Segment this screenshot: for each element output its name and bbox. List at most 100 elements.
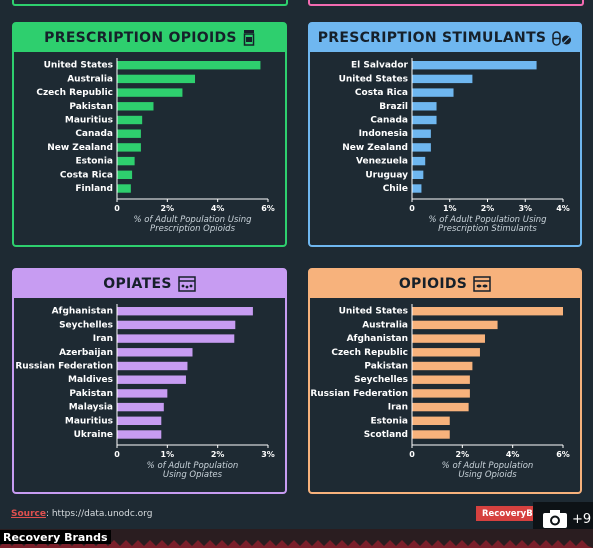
source-line: Source: https://data.unodc.org: [11, 509, 152, 519]
zigzag-path: [0, 540, 593, 548]
x-axis-title-line2: Using Opioids: [458, 470, 517, 480]
x-axis-title-line1: % of Adult Population Using: [133, 215, 252, 225]
chart-opioids: United States Australia Afghanistan Czech R…: [310, 304, 570, 480]
x-tick-label: 2%: [211, 450, 225, 459]
bar: [117, 416, 162, 425]
bar: [117, 143, 141, 152]
bar-label: Australia: [362, 320, 408, 330]
bar: [117, 129, 141, 138]
prev-section-border-left: [12, 0, 288, 6]
panel-prescription-opioids: PRESCRIPTION OPIOIDS United States Austra…: [12, 22, 287, 247]
bar: [412, 184, 422, 193]
x-tick-label: 4%: [506, 450, 520, 459]
bar-label: Pakistan: [69, 389, 113, 399]
bar: [117, 115, 143, 125]
photo-count[interactable]: +9: [572, 511, 592, 527]
bar: [412, 402, 469, 412]
bar: [412, 129, 431, 138]
x-tick-label: 3%: [261, 450, 275, 459]
bar: [412, 307, 563, 316]
x-tick-label: 0: [409, 450, 415, 459]
panel-title: PRESCRIPTION OPIOIDS: [44, 30, 237, 46]
bar: [117, 430, 162, 439]
x-axis-title-line2: Prescription Opioids: [150, 224, 236, 234]
chart-opiates: Afghanistan Seychelles Iran Azerbaijan Russi…: [15, 304, 275, 480]
bar-label: Estonia: [370, 416, 408, 426]
bar-label: Iran: [388, 403, 408, 413]
x-tick-label: 0: [114, 204, 120, 213]
pill-bottle-icon: [243, 30, 255, 46]
camera-icon[interactable]: [542, 509, 568, 529]
opium-box-icon: [177, 276, 196, 292]
bar: [412, 361, 473, 371]
bar-label: Mauritius: [65, 116, 113, 126]
bar-label: Chile: [383, 184, 408, 194]
x-tick-label: 4%: [556, 204, 570, 213]
x-tick-label: 2%: [456, 450, 470, 459]
panel-prescription-stimulants: PRESCRIPTION STIMULANTS El Salvador Unite…: [308, 22, 582, 247]
bar-label: Iran: [93, 334, 113, 344]
x-tick-label: 4%: [211, 204, 225, 213]
bar-label: Australia: [67, 74, 113, 84]
bar: [412, 61, 537, 70]
bar-label: Brazil: [379, 102, 408, 112]
bar: [117, 102, 154, 111]
x-tick-label: 2%: [161, 204, 175, 213]
x-tick-label: 6%: [556, 450, 570, 459]
panel-header: PRESCRIPTION STIMULANTS: [310, 24, 580, 52]
panel-opiates: OPIATES Afghanistan Seychelles Iran Azerbai…: [12, 268, 287, 494]
chart-prescription-stimulants: El Salvador United States Costa Rica Brazil…: [339, 58, 570, 234]
source-url[interactable]: : https://data.unodc.org: [45, 509, 153, 519]
bar-label: Canada: [370, 116, 408, 126]
bar-label: Uruguay: [365, 170, 408, 180]
x-tick-label: 0: [409, 204, 415, 213]
bar-label: Russian Federation: [15, 362, 113, 372]
bar: [412, 348, 480, 357]
x-tick-label: 0: [114, 450, 120, 459]
bar: [117, 170, 133, 179]
prev-section-border-right: [308, 0, 584, 6]
bar-label: Ukraine: [74, 430, 113, 440]
bar: [412, 102, 437, 111]
x-tick-label: 6%: [261, 204, 275, 213]
bar-label: Finland: [75, 184, 113, 194]
bar: [412, 74, 473, 84]
panel-header: OPIOIDS: [310, 270, 580, 298]
bar-label: Canada: [75, 129, 113, 139]
source-label[interactable]: Source: [11, 509, 46, 519]
bar: [412, 334, 485, 343]
bar-label: Afghanistan: [347, 334, 408, 344]
bar: [117, 184, 131, 193]
bar: [117, 74, 196, 84]
bar: [117, 156, 135, 166]
bar-label: Czech Republic: [36, 88, 113, 98]
bar: [117, 307, 253, 316]
bar: [117, 361, 188, 371]
bar-label: Seychelles: [354, 375, 408, 385]
chart-prescription-opioids: United States Australia Czech Republic Paki…: [36, 58, 275, 234]
bar-label: United States: [339, 74, 408, 84]
x-axis-title-line2: Using Opiates: [163, 470, 223, 480]
panel-header: PRESCRIPTION OPIOIDS: [14, 24, 285, 52]
bar-label: Costa Rica: [355, 88, 408, 98]
bar: [412, 320, 498, 330]
bar-label: Estonia: [75, 157, 113, 167]
bar-label: Maldives: [68, 375, 113, 385]
panel-opioids: OPIOIDS United States Australia Afghanista…: [308, 268, 582, 494]
bar: [412, 143, 431, 152]
bar-label: Scotland: [364, 430, 408, 440]
bar-label: Seychelles: [59, 320, 113, 330]
bar: [412, 115, 437, 125]
bar: [117, 61, 261, 70]
bar: [117, 348, 193, 357]
x-axis-title-line1: % of Adult Population: [442, 461, 534, 471]
bar-label: New Zealand: [47, 143, 113, 153]
bar-label: Czech Republic: [331, 348, 408, 358]
bar-label: Venezuela: [356, 157, 408, 167]
panel-title: PRESCRIPTION STIMULANTS: [317, 30, 547, 46]
bar: [117, 389, 168, 398]
bar: [117, 320, 236, 330]
bar: [412, 389, 470, 398]
bar-label: Indonesia: [359, 129, 408, 139]
bar: [412, 170, 424, 179]
